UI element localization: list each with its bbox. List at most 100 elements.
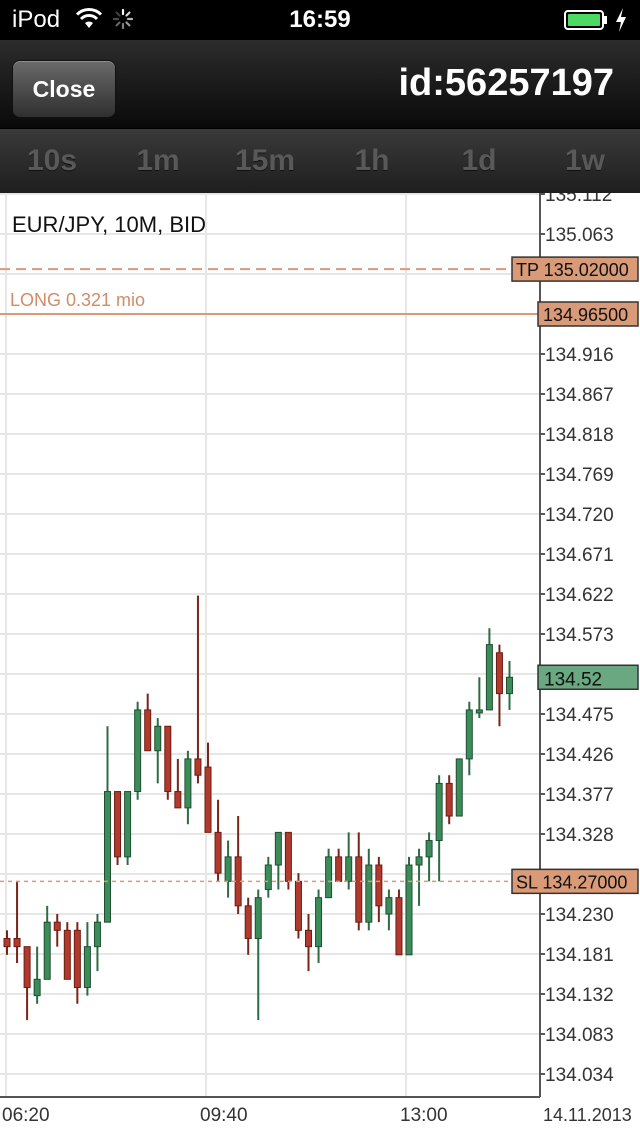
candle xyxy=(405,864,413,956)
tab-1h[interactable]: 1h xyxy=(354,144,390,177)
candle xyxy=(345,856,353,882)
candle xyxy=(214,831,222,874)
x-tick-label: 13:00 xyxy=(400,1105,448,1126)
candle xyxy=(375,864,383,907)
candle xyxy=(104,791,111,923)
position-label: LONG 0.321 mio xyxy=(10,290,145,310)
activity-spinner-icon xyxy=(112,8,134,30)
candle xyxy=(445,782,453,817)
candle xyxy=(194,758,202,776)
candle xyxy=(224,856,232,882)
candle xyxy=(506,676,513,695)
tab-15m[interactable]: 15m xyxy=(234,144,296,177)
candle xyxy=(254,897,262,939)
tab-10s[interactable]: 10s xyxy=(26,144,78,177)
status-bar: iPod 16:59 xyxy=(0,0,640,40)
y-tick-label: 134.083 xyxy=(545,1025,614,1046)
candle xyxy=(43,921,51,980)
y-tick-label: 134.475 xyxy=(545,705,614,726)
status-time: 16:59 xyxy=(289,6,351,33)
candle xyxy=(204,766,212,833)
y-tick-label: 134.034 xyxy=(545,1065,614,1086)
candle xyxy=(83,946,91,988)
candle xyxy=(335,856,343,882)
candle xyxy=(485,644,493,711)
y-tick-label: 134.916 xyxy=(545,345,614,366)
candle xyxy=(33,978,41,997)
position-price-badge xyxy=(537,301,639,327)
carrier-label: iPod xyxy=(12,6,61,33)
candle xyxy=(315,897,323,948)
y-tick-label: 134.867 xyxy=(545,385,614,406)
close-button[interactable]: Close xyxy=(12,60,116,118)
y-tick-label: 134.328 xyxy=(545,825,614,846)
candle xyxy=(134,709,142,793)
current-price-badge xyxy=(537,664,639,691)
chart-title: EUR/JPY, 10M, BID xyxy=(12,212,206,237)
candle xyxy=(365,864,373,923)
candle xyxy=(184,758,192,809)
take-profit-badge xyxy=(511,256,639,282)
page-title: id:56257197 xyxy=(398,62,615,104)
candle xyxy=(435,782,443,842)
y-tick-label: 135.063 xyxy=(545,225,614,246)
candle xyxy=(385,897,393,915)
candle xyxy=(23,946,31,988)
battery-icon xyxy=(564,10,607,30)
candle xyxy=(465,709,473,760)
candle xyxy=(425,840,433,858)
position-price-label: 134.96500 xyxy=(543,305,628,325)
candle xyxy=(274,831,282,866)
take-profit-label: TP 135.02000 xyxy=(516,260,629,280)
candle xyxy=(164,725,172,793)
candle xyxy=(124,791,132,858)
candle xyxy=(3,937,11,948)
y-tick-label: 134.720 xyxy=(545,505,614,526)
charging-icon xyxy=(616,8,626,32)
y-tick-label: 134.181 xyxy=(545,945,614,966)
y-tick-label: 135.112 xyxy=(545,193,612,206)
candle xyxy=(53,921,61,931)
y-tick-label: 134.132 xyxy=(545,985,614,1006)
navigation-bar: Close id:56257197 xyxy=(0,40,640,129)
candle xyxy=(73,929,81,988)
y-tick-label: 134.230 xyxy=(545,905,614,926)
candle xyxy=(455,758,463,817)
tab-1w[interactable]: 1w xyxy=(564,144,606,177)
y-tick-label: 134.622 xyxy=(545,585,614,606)
candle xyxy=(264,864,272,891)
candle xyxy=(144,709,152,752)
timeframe-tabs: 10s 1m 15m 1h 1d 1w xyxy=(0,129,640,193)
candle xyxy=(244,905,252,939)
stop-loss-label: SL 134.27000 xyxy=(516,872,627,892)
candle xyxy=(475,709,483,714)
candle xyxy=(114,791,122,858)
y-tick-label: 134.377 xyxy=(545,785,614,806)
y-tick-label: 134.671 xyxy=(545,545,614,566)
tab-1m[interactable]: 1m xyxy=(136,144,180,177)
date-label: 14.11.2013 xyxy=(543,1105,632,1125)
y-tick-label: 134.769 xyxy=(545,465,614,486)
candle xyxy=(325,856,333,899)
candle xyxy=(415,856,423,866)
candle xyxy=(174,791,182,809)
candle xyxy=(63,929,71,980)
candle xyxy=(305,929,312,948)
candlestick-chart[interactable]: 135.112 135.063 134.916 134.867 134.818 134.7… xyxy=(0,193,640,1136)
x-tick-label: 09:40 xyxy=(200,1105,248,1126)
current-price-label: 134.52 xyxy=(544,669,602,690)
candle xyxy=(495,652,503,695)
y-tick-label: 134.573 xyxy=(545,625,614,646)
candle xyxy=(395,897,403,956)
candle xyxy=(294,880,302,931)
x-tick-label: 06:20 xyxy=(2,1105,50,1126)
wifi-icon xyxy=(75,8,103,28)
candle xyxy=(355,856,363,923)
candle xyxy=(284,831,292,882)
tab-1d[interactable]: 1d xyxy=(461,144,497,177)
candle xyxy=(93,921,101,948)
stop-loss-badge xyxy=(511,868,639,895)
candle xyxy=(154,725,162,752)
y-tick-label: 134.818 xyxy=(545,425,614,446)
y-tick-label: 134.426 xyxy=(545,745,614,766)
